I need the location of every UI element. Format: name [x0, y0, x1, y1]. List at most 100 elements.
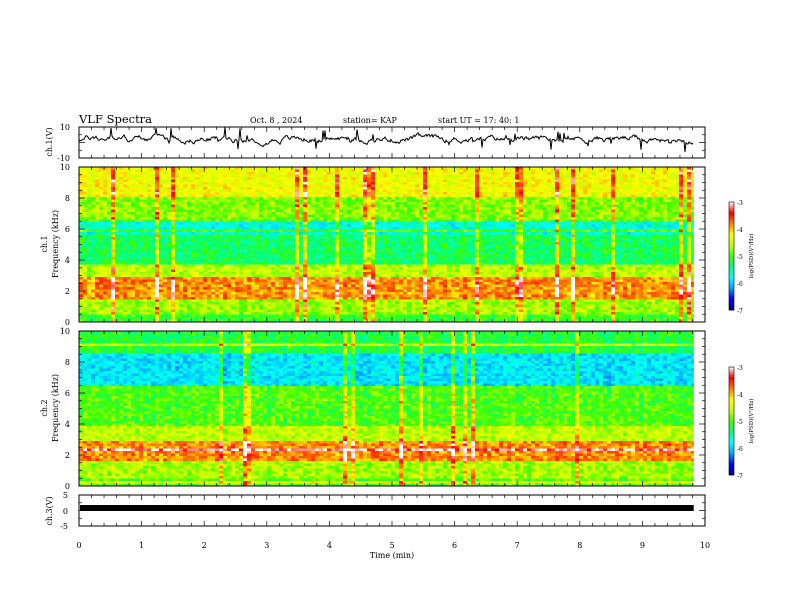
spectrogram-cell	[167, 212, 172, 215]
spectrogram-cell	[471, 219, 476, 223]
spectrogram-cell	[647, 199, 652, 203]
spectrogram-cell	[227, 244, 232, 248]
spectrogram-cell	[527, 177, 532, 180]
spectrogram-cell	[619, 214, 624, 218]
spectrogram-cell	[175, 192, 180, 195]
spectrogram-cell	[447, 172, 452, 175]
spectrogram-cell	[687, 192, 692, 195]
spectrogram-cell	[379, 242, 384, 245]
spectrogram-cell	[255, 207, 260, 210]
spectrogram-cell	[167, 219, 172, 223]
spectrogram-cell	[95, 182, 100, 185]
spectrogram-cell	[683, 184, 688, 188]
spectrogram-cell	[191, 219, 196, 223]
spectrogram-cell	[243, 204, 248, 208]
spectrogram-cell	[439, 224, 444, 228]
spectrogram-cell	[435, 179, 440, 183]
spectrogram-cell	[635, 187, 640, 190]
spectrogram-cell	[623, 234, 628, 238]
spectrogram-cell	[507, 177, 512, 180]
spectrogram-cell	[107, 227, 112, 230]
spectrogram-cell	[495, 199, 500, 203]
spectrogram-cell	[623, 204, 628, 208]
spectrogram-cell	[239, 244, 244, 248]
spectrogram-cell	[463, 229, 468, 233]
spectrogram-cell	[227, 174, 232, 178]
spectrogram-cell	[87, 199, 92, 203]
spectrogram-cell	[399, 224, 404, 228]
spectrogram-cell	[559, 194, 564, 198]
spectrogram-cell	[511, 199, 516, 203]
spectrogram-cell	[499, 212, 504, 215]
spectrogram-cell	[251, 192, 256, 195]
spectrogram-cell	[459, 174, 464, 178]
spectrogram-cell	[559, 224, 564, 228]
spectrogram-cell	[451, 232, 456, 235]
spectrogram-cell	[463, 207, 468, 210]
spectrogram-cell	[139, 229, 144, 233]
spectrogram-cell	[691, 217, 694, 220]
spectrogram-cell	[507, 209, 512, 213]
spectrogram-cell	[271, 194, 276, 198]
spectrogram-cell	[663, 234, 668, 238]
spectrogram-cell	[583, 174, 588, 178]
spectrogram-cell	[483, 224, 488, 228]
spectrogram-cell	[163, 184, 168, 188]
spectrogram-cell	[199, 237, 204, 240]
spectrogram-cell	[299, 227, 304, 230]
spectrogram-cell	[507, 229, 512, 233]
spectrogram-cell	[319, 224, 324, 228]
spectrogram-cell	[675, 182, 680, 185]
spectrogram-cell	[155, 192, 160, 195]
spectrogram-cell	[335, 172, 340, 175]
spectrogram-cell	[447, 217, 452, 220]
spectrogram-cell	[291, 174, 296, 178]
spectrogram-cell	[515, 202, 520, 205]
spectrogram-cell	[607, 227, 612, 230]
spectrogram-cell	[483, 204, 488, 208]
spectrogram-cell	[383, 187, 388, 190]
spectrogram-cell	[347, 224, 352, 228]
spectrogram-cell	[347, 197, 352, 200]
spectrogram-cell	[239, 197, 244, 200]
spectrogram-cell	[475, 179, 480, 183]
spectrogram-cell	[655, 224, 660, 228]
spectrogram-cell	[183, 197, 188, 200]
spectrogram-cell	[315, 209, 320, 213]
spectrogram-cell	[203, 212, 208, 215]
spectrogram-cell	[343, 197, 348, 200]
spectrogram-cell	[331, 234, 336, 238]
spectrogram-cell	[83, 229, 88, 233]
spectrogram-cell	[259, 169, 264, 173]
spectrogram-cell	[467, 194, 472, 198]
spectrogram-cell	[351, 172, 356, 175]
spectrogram-cell	[635, 222, 640, 225]
spectrogram-cell	[207, 167, 212, 170]
spectrogram-cell	[539, 174, 544, 178]
spectrogram-cell	[615, 192, 620, 195]
spectrogram-cell	[303, 234, 308, 238]
spectrogram-cell	[391, 204, 396, 208]
spectrogram-cell	[427, 214, 432, 218]
spectrogram-cell	[435, 232, 440, 235]
spectrogram-cell	[263, 204, 268, 208]
spectrogram-cell	[651, 237, 656, 240]
spectrogram-cell	[647, 194, 652, 198]
spectrogram-cell	[567, 194, 572, 198]
spectrogram-cell	[391, 214, 396, 218]
spectrogram-cell	[79, 187, 84, 190]
spectrogram-cell	[79, 189, 84, 193]
spectrogram-cell	[287, 232, 292, 235]
spectrogram-cell	[387, 212, 392, 215]
spectrogram-cell	[543, 169, 548, 173]
spectrogram-cell	[283, 242, 288, 245]
spectrogram-cell	[595, 204, 600, 208]
spectrogram-cell	[447, 199, 452, 203]
spectrogram-cell	[551, 167, 556, 170]
spectrogram-cell	[195, 239, 200, 243]
spectrogram-cell	[271, 174, 276, 178]
spectrogram-cell	[539, 242, 544, 245]
spectrogram-cell	[99, 174, 104, 178]
spectrogram-cell	[163, 169, 168, 173]
spectrogram-cell	[231, 174, 236, 178]
